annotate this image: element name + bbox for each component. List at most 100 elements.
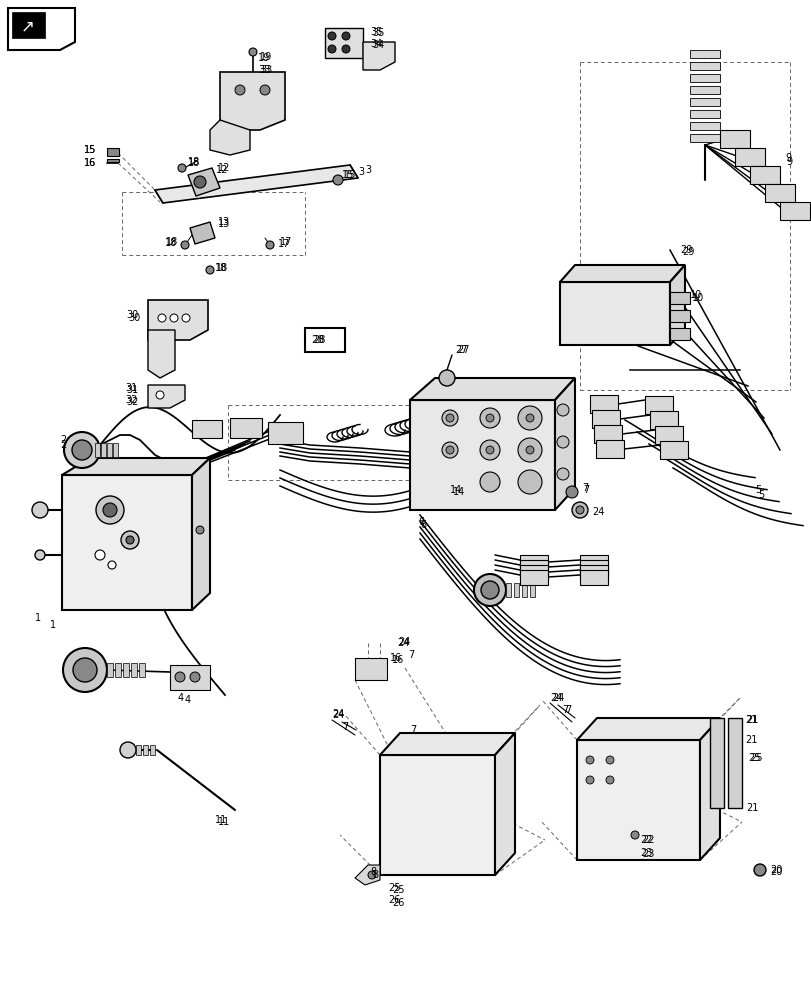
Bar bbox=[669, 292, 689, 304]
Circle shape bbox=[586, 756, 594, 764]
Circle shape bbox=[194, 176, 206, 188]
Text: 18: 18 bbox=[165, 237, 178, 247]
Bar bbox=[579, 565, 607, 580]
Circle shape bbox=[156, 391, 164, 399]
Text: 24: 24 bbox=[551, 693, 564, 703]
Circle shape bbox=[195, 526, 204, 534]
Polygon shape bbox=[148, 330, 175, 378]
Circle shape bbox=[63, 648, 107, 692]
Circle shape bbox=[158, 314, 165, 322]
Text: 11: 11 bbox=[217, 817, 230, 827]
Bar bbox=[594, 425, 621, 443]
Circle shape bbox=[753, 864, 765, 876]
Text: 3: 3 bbox=[365, 165, 371, 175]
Polygon shape bbox=[139, 663, 145, 677]
Text: 26: 26 bbox=[392, 898, 404, 908]
Circle shape bbox=[445, 446, 453, 454]
Text: 35: 35 bbox=[371, 28, 384, 38]
Polygon shape bbox=[577, 740, 699, 860]
Circle shape bbox=[266, 241, 273, 249]
Polygon shape bbox=[410, 400, 554, 510]
Text: 31: 31 bbox=[126, 385, 138, 395]
Text: 24: 24 bbox=[549, 693, 562, 703]
Polygon shape bbox=[689, 134, 719, 142]
Text: 7: 7 bbox=[410, 725, 416, 735]
Text: 18: 18 bbox=[215, 263, 227, 273]
Circle shape bbox=[441, 442, 457, 458]
Circle shape bbox=[181, 241, 189, 249]
Circle shape bbox=[575, 506, 583, 514]
Text: 17: 17 bbox=[280, 237, 292, 247]
Polygon shape bbox=[689, 86, 719, 94]
Text: 1: 1 bbox=[35, 613, 41, 623]
Circle shape bbox=[605, 776, 613, 784]
Text: 14: 14 bbox=[449, 485, 461, 495]
Circle shape bbox=[103, 503, 117, 517]
Circle shape bbox=[474, 574, 505, 606]
Bar bbox=[649, 411, 677, 429]
Circle shape bbox=[517, 470, 541, 494]
Text: 32: 32 bbox=[125, 395, 137, 405]
Circle shape bbox=[341, 32, 350, 40]
Polygon shape bbox=[577, 718, 719, 740]
Text: 16: 16 bbox=[392, 655, 404, 665]
Polygon shape bbox=[380, 733, 514, 755]
Bar bbox=[669, 328, 689, 340]
Circle shape bbox=[182, 314, 190, 322]
Text: 24: 24 bbox=[397, 637, 410, 647]
Polygon shape bbox=[95, 443, 100, 457]
Circle shape bbox=[120, 742, 135, 758]
Bar bbox=[709, 718, 723, 808]
Polygon shape bbox=[554, 378, 574, 510]
Text: 7: 7 bbox=[564, 705, 571, 715]
Polygon shape bbox=[354, 865, 380, 885]
Circle shape bbox=[190, 672, 200, 682]
Bar bbox=[590, 395, 617, 413]
Circle shape bbox=[234, 85, 245, 95]
Polygon shape bbox=[363, 42, 394, 70]
Text: 21: 21 bbox=[744, 735, 757, 745]
Circle shape bbox=[169, 314, 178, 322]
Circle shape bbox=[439, 370, 454, 386]
Text: 23: 23 bbox=[642, 849, 654, 859]
Text: 31: 31 bbox=[125, 383, 137, 393]
Polygon shape bbox=[380, 755, 495, 875]
Text: 22: 22 bbox=[639, 835, 652, 845]
Text: 18: 18 bbox=[188, 157, 200, 167]
Polygon shape bbox=[513, 583, 518, 597]
Bar bbox=[230, 418, 262, 438]
Circle shape bbox=[367, 871, 375, 879]
Text: 25: 25 bbox=[749, 753, 762, 763]
Polygon shape bbox=[689, 74, 719, 82]
Polygon shape bbox=[210, 120, 250, 155]
Polygon shape bbox=[107, 443, 112, 457]
Text: 9: 9 bbox=[784, 153, 790, 163]
Bar bbox=[734, 148, 764, 166]
Polygon shape bbox=[115, 663, 121, 677]
Bar bbox=[579, 570, 607, 585]
Polygon shape bbox=[107, 663, 113, 677]
Polygon shape bbox=[62, 458, 210, 475]
Text: 7: 7 bbox=[561, 705, 568, 715]
Bar bbox=[779, 202, 809, 220]
Circle shape bbox=[260, 85, 270, 95]
Circle shape bbox=[480, 581, 499, 599]
Text: 15: 15 bbox=[84, 145, 97, 155]
Text: 12: 12 bbox=[216, 165, 228, 175]
Polygon shape bbox=[131, 663, 137, 677]
Text: 20: 20 bbox=[769, 867, 782, 877]
Text: 20: 20 bbox=[769, 865, 782, 875]
Bar bbox=[579, 555, 607, 570]
Text: 16: 16 bbox=[84, 158, 97, 168]
Text: 17: 17 bbox=[277, 239, 290, 249]
Text: 15: 15 bbox=[344, 170, 356, 180]
Text: ↗: ↗ bbox=[21, 17, 35, 35]
Bar bbox=[579, 560, 607, 575]
Text: 6: 6 bbox=[419, 520, 426, 530]
Text: 16: 16 bbox=[389, 653, 401, 663]
Polygon shape bbox=[560, 282, 669, 345]
Text: 1: 1 bbox=[50, 620, 56, 630]
Text: 4: 4 bbox=[178, 693, 184, 703]
Circle shape bbox=[586, 776, 594, 784]
Circle shape bbox=[526, 446, 534, 454]
